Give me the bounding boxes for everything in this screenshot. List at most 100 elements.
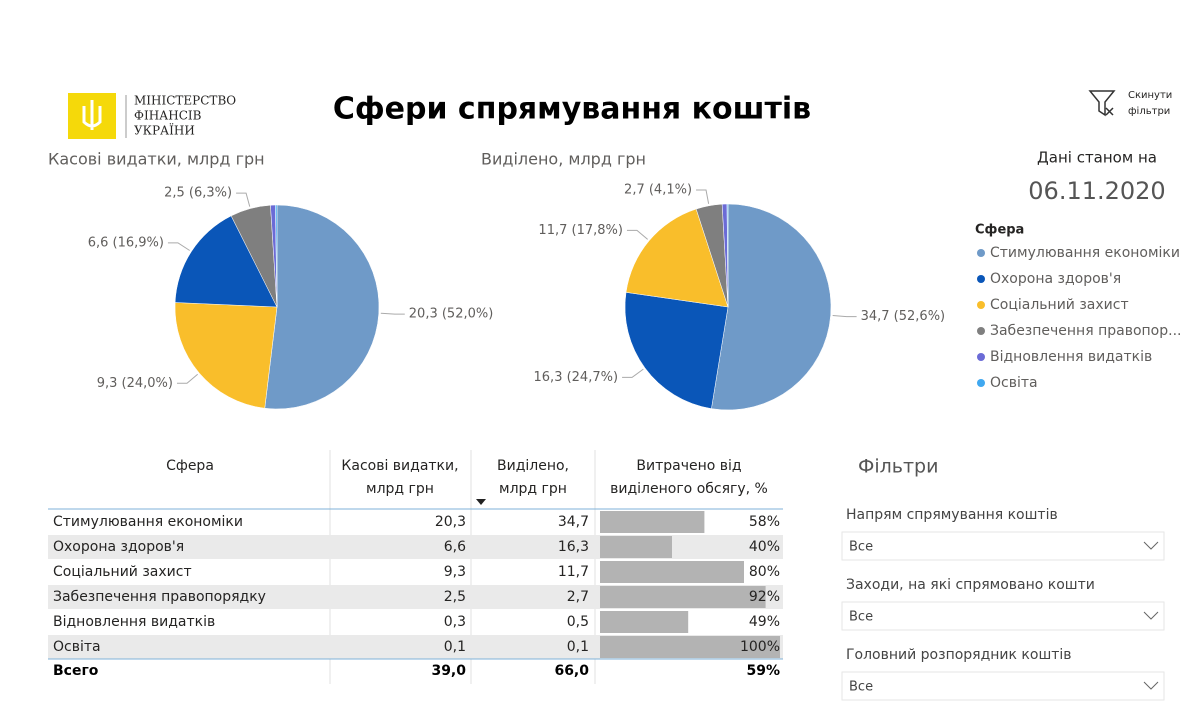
total-cell: 39,0 [431,663,466,679]
logo-text: ФІНАНСІВ [134,109,202,123]
reset-text[interactable]: фільтри [1128,105,1170,117]
table-cell: Забезпечення правопорядку [53,589,266,605]
filter-dropdown[interactable] [841,671,1165,701]
column-header: млрд грн [366,481,434,497]
pie-slice [625,208,729,308]
leader-line [696,189,710,204]
leader-line [832,314,857,318]
data-label: 2,5 (6,3%) [164,186,232,201]
table-cell: 16,3 [558,539,589,555]
column-header: Касові видатки, [341,458,458,474]
column-header: млрд грн [499,481,567,497]
legend-item[interactable]: Стимулювання економіки [990,245,1180,261]
table-cell: 0,1 [567,639,589,655]
legend-marker [977,275,985,283]
pct-bar [600,586,766,608]
table-cell: 0,3 [444,614,466,630]
filter-value[interactable]: Все [849,610,873,625]
table-cell: 58% [749,514,780,530]
date-caption: Дані станом на [1037,149,1157,167]
table-cell: 49% [749,614,780,630]
table-cell: 0,5 [567,614,589,630]
legend-item[interactable]: Забезпечення правопор... [990,323,1181,339]
filter-value[interactable]: Все [849,680,873,695]
table-cell: Стимулювання економіки [53,514,243,530]
column-header: виділеного обсягу, % [610,481,768,497]
logo-trident [82,100,102,130]
column-header: Виділено, [497,458,569,474]
leader-line [167,242,190,251]
pct-bar [600,511,705,533]
reset-filters[interactable] [1088,90,1116,117]
reset-text[interactable]: Скинути [1128,90,1172,101]
legend-item[interactable]: Освіта [990,375,1038,391]
dropdown-chevron[interactable] [1143,611,1159,620]
legend-title: Сфера [975,223,1024,238]
legend-marker [977,301,985,309]
chart-title: Виділено, млрд грн [481,150,646,169]
table-cell: 92% [749,589,780,605]
total-cell: 59% [746,663,780,679]
filter-label: Напрям спрямування коштів [846,507,1058,523]
legend-marker [977,249,985,257]
table-cell: Охорона здоров'я [53,539,184,555]
column-header: Витрачено від [636,458,741,474]
legend-item[interactable]: Охорона здоров'я [990,271,1121,287]
table-cell: Соціальний захист [53,564,192,580]
sort-arrow[interactable] [476,499,486,505]
dropdown-chevron[interactable] [1143,541,1159,550]
page-title: Сфери спрямування коштів [333,92,811,127]
pie-slice [624,292,729,409]
data-label: 34,7 (52,6%) [861,309,946,324]
table-cell: 100% [740,639,780,655]
filters-title: Фільтри [858,456,938,478]
pct-bar [600,636,780,658]
pie-slice [264,204,380,410]
pct-bar [600,536,672,558]
table-cell: 80% [749,564,780,580]
pie-slice [174,302,278,409]
leader-line [622,368,644,378]
legend-marker [977,327,985,335]
leader-line [236,192,251,207]
pct-bar [600,611,689,633]
table-cell: 9,3 [444,564,466,580]
filter-label: Заходи, на які спрямовано кошти [846,577,1095,593]
data-label: 9,3 (24,0%) [97,376,173,391]
reset-icon[interactable] [1088,90,1116,117]
table-cell: 40% [749,539,780,555]
legend-item[interactable]: Відновлення видатків [990,349,1152,365]
table-cell: 20,3 [435,514,466,530]
pie-slice [711,203,832,411]
total-cell: 66,0 [554,663,589,679]
legend-marker [977,379,985,387]
total-cell: Всего [53,663,99,679]
data-label: 11,7 (17,8%) [538,223,623,238]
column-header: Сфера [166,458,214,474]
date: 06.11.2020 [1028,177,1165,205]
legend-marker [977,353,985,361]
reset-icon-x[interactable] [1105,107,1114,116]
leader-line [626,229,648,240]
table-cell: Відновлення видатків [53,614,215,630]
chart-title: Касові видатки, млрд грн [48,150,265,169]
filter-label: Головний розпорядник коштів [846,647,1072,663]
legend-item[interactable]: Соціальний захист [990,297,1129,313]
dropdown-chevron[interactable] [1143,681,1159,690]
table-cell: 11,7 [558,564,589,580]
logo-text: МІНІСТЕРСТВО [134,94,236,108]
table-cell: 2,7 [567,589,589,605]
filter-value[interactable]: Все [849,540,873,555]
filter-dropdown[interactable] [841,601,1165,631]
table-cell: 2,5 [444,589,466,605]
data-label: 16,3 (24,7%) [534,370,619,385]
pct-bar [600,561,744,583]
data-label: 6,6 (16,9%) [88,235,164,250]
logo [68,93,127,139]
data-label: 2,7 (4,1%) [624,183,692,198]
pie-slice [275,204,278,308]
data-label: 20,3 (52,0%) [409,307,494,322]
table-cell: Освіта [53,639,101,655]
filter-dropdown[interactable] [841,531,1165,561]
